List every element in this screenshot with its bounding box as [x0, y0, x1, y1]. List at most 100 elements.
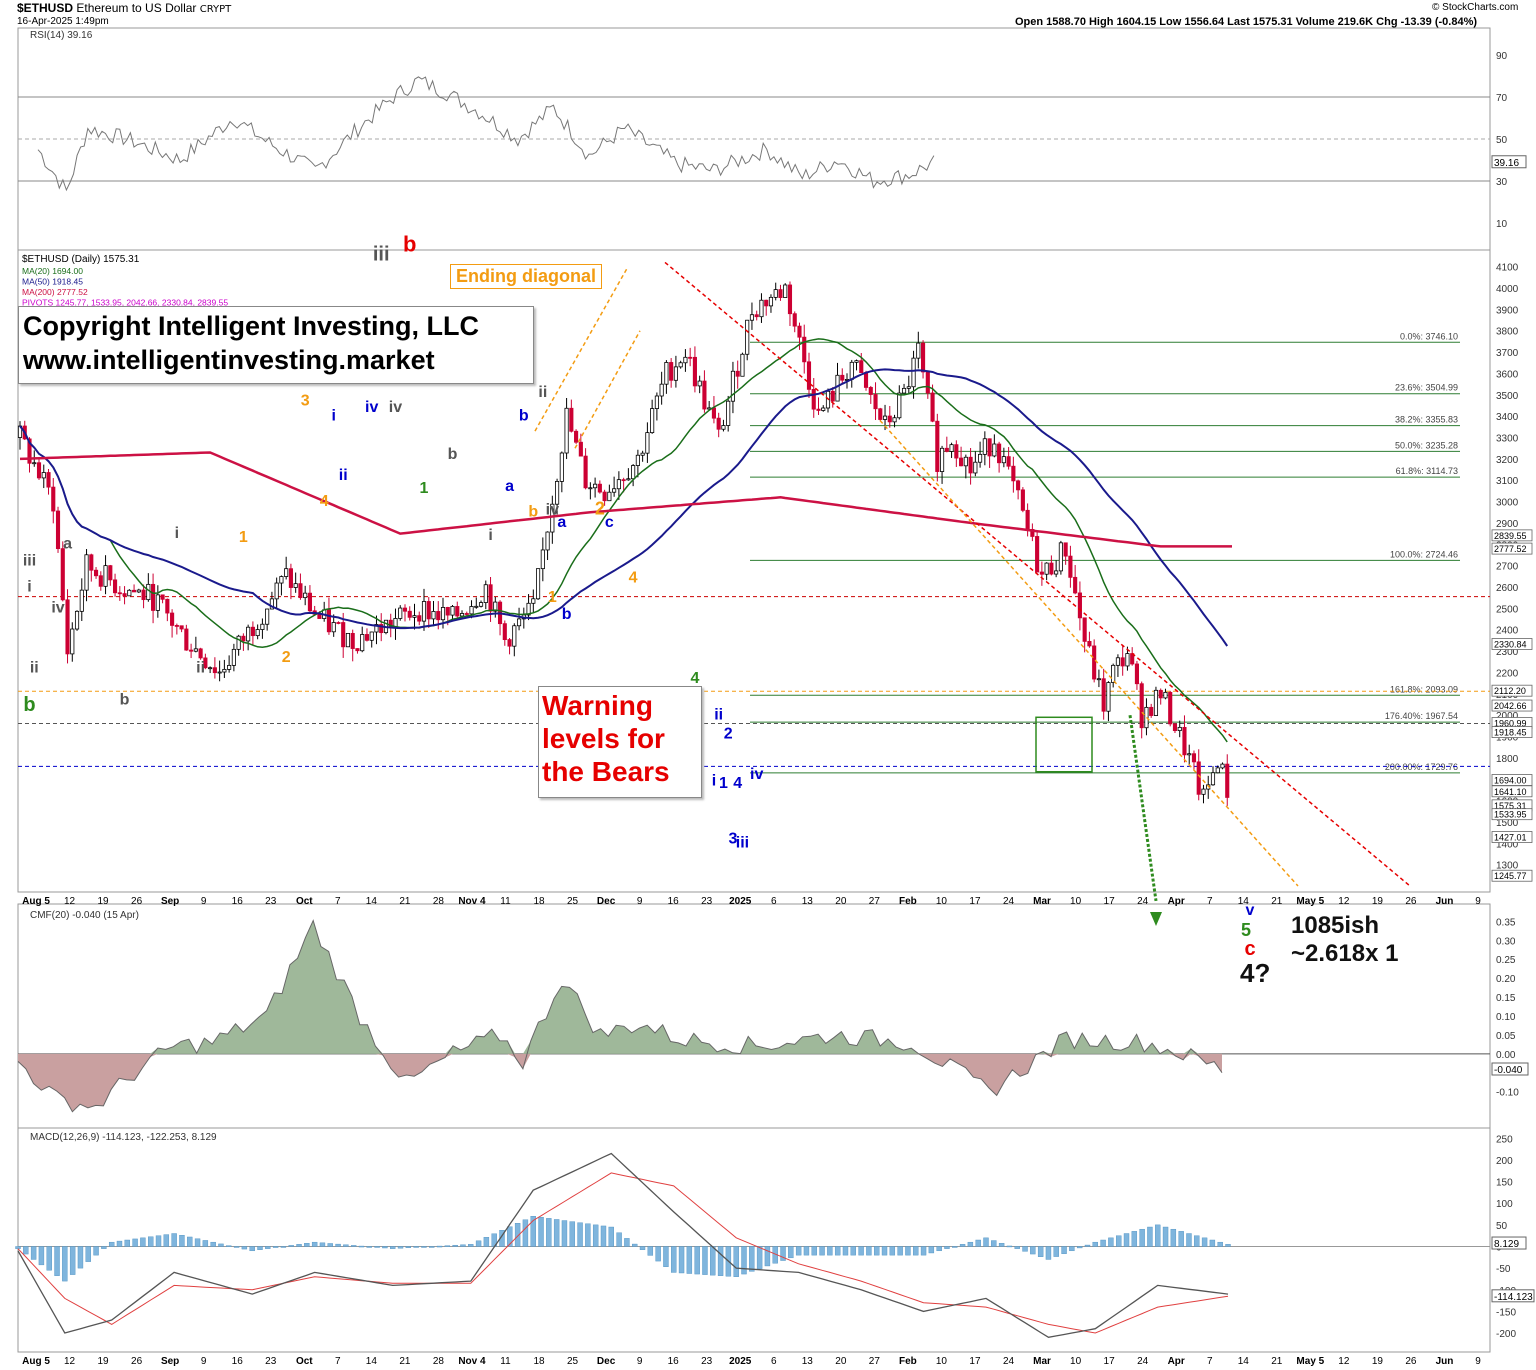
- candle-body: [488, 584, 493, 612]
- date-axis-label: 21: [399, 896, 411, 907]
- candle-body: [350, 632, 355, 649]
- candle-body: [398, 607, 403, 619]
- candle-body: [60, 548, 65, 601]
- candle-body: [246, 626, 251, 642]
- fib-label: 161.8%: 2093.09: [1390, 684, 1458, 694]
- wave-label: ii: [538, 384, 547, 401]
- panel-frame-macd: [17, 1127, 1491, 1353]
- candle-body: [935, 420, 940, 472]
- candle-body: [1077, 592, 1082, 619]
- macd-hist-bar: [553, 1219, 560, 1247]
- macd-hist-bar: [944, 1246, 950, 1249]
- date-axis-label: 17: [969, 896, 981, 907]
- macd-hist-bar: [608, 1226, 614, 1247]
- candle-body: [151, 583, 156, 611]
- candle-body: [436, 611, 441, 621]
- candle-body: [317, 613, 322, 619]
- price-right-box: [1491, 726, 1533, 738]
- candle-body: [1201, 788, 1206, 795]
- candle-body: [469, 606, 474, 615]
- candle-body: [645, 432, 650, 454]
- macd-hist-bar: [179, 1235, 185, 1247]
- price-tick-label: 3000: [1496, 498, 1519, 509]
- candle-body: [236, 635, 241, 650]
- candle-body: [1215, 767, 1220, 774]
- rsi-title: RSI(14) 39.16: [30, 30, 93, 41]
- macd-hist-bar: [897, 1246, 903, 1256]
- wave-label: i: [331, 407, 335, 424]
- candle-body: [911, 357, 916, 388]
- candle-body: [274, 582, 279, 600]
- wave-label: 1: [719, 775, 728, 792]
- candle-body: [821, 407, 826, 411]
- date-axis-label: 24: [1003, 896, 1015, 907]
- candle-body: [127, 589, 132, 597]
- date-axis-label: 10: [936, 896, 948, 907]
- date-axis-label: 19: [98, 1356, 110, 1367]
- macd-hist-bar: [624, 1238, 630, 1247]
- candle-body: [65, 599, 70, 655]
- candle-body: [412, 615, 417, 618]
- candle-body: [754, 314, 759, 318]
- date-axis-label: 17: [1104, 896, 1116, 907]
- candle-body: [255, 629, 260, 637]
- candle-body: [407, 610, 412, 618]
- date-axis-label: 20: [835, 896, 847, 907]
- price-tick-label: 2000: [1496, 711, 1519, 722]
- price-tick-label: 3800: [1496, 327, 1519, 338]
- macd-hist-bar: [991, 1240, 997, 1247]
- candle-body: [840, 374, 845, 381]
- watermark: © StockCharts.com: [1432, 2, 1519, 13]
- macd-hist-bar: [1069, 1246, 1075, 1252]
- wave-label: 3: [301, 392, 310, 409]
- macd-hist-bar: [1084, 1244, 1091, 1247]
- macd-hist-bar: [827, 1246, 833, 1256]
- candle-body: [849, 361, 854, 380]
- wave-label: iv: [389, 399, 402, 416]
- macd-hist-bar: [592, 1224, 599, 1247]
- price-right-label: 2112.20: [1494, 686, 1526, 696]
- candle-body: [550, 503, 555, 533]
- cmf-tick-label: 0.30: [1496, 936, 1516, 947]
- candle-body: [854, 360, 859, 363]
- candle-body: [735, 370, 740, 377]
- fib-label: 50.0%: 3235.28: [1395, 440, 1458, 450]
- macd-hist-bar: [1045, 1246, 1052, 1260]
- candle-body: [345, 632, 351, 648]
- candle-body: [1187, 753, 1192, 756]
- macd-hist-bar: [226, 1245, 232, 1247]
- price-tick-label: 1900: [1496, 733, 1519, 744]
- date-axis-label: 25: [567, 896, 579, 907]
- macd-hist-bar: [171, 1233, 177, 1247]
- date-axis-label: 27: [869, 1356, 881, 1367]
- candle-body: [669, 362, 674, 381]
- cmf-title: CMF(20) -0.040 (15 Apr): [30, 910, 139, 921]
- candle-body: [231, 648, 236, 666]
- date-axis-label: 7: [335, 1356, 341, 1367]
- macd-hist-bar: [998, 1243, 1005, 1247]
- candle-body: [868, 387, 873, 395]
- date-axis-label: 28: [433, 896, 445, 907]
- red-trendline: [664, 261, 1411, 887]
- price-tick-label: 3400: [1496, 412, 1519, 423]
- price-right-label: 1427.01: [1494, 833, 1527, 843]
- candle-body: [55, 510, 61, 550]
- macd-hist-bar: [366, 1246, 372, 1248]
- wave-label: 2: [282, 649, 291, 666]
- candle-body: [987, 438, 992, 457]
- header-datetime: 16-Apr-2025 1:49pm: [17, 16, 109, 27]
- macd-hist-bar: [819, 1246, 825, 1256]
- price-tick-label: 3300: [1496, 434, 1519, 445]
- candle-body: [716, 417, 721, 430]
- price-right-box: [1491, 869, 1533, 882]
- macd-tick-label: 150: [1496, 1178, 1513, 1189]
- candle-body: [1082, 617, 1087, 642]
- macd-hist-bar: [530, 1216, 536, 1247]
- candle-body: [1220, 763, 1225, 769]
- wave-label: iii: [23, 553, 36, 570]
- macd-hist-bar: [1178, 1231, 1184, 1247]
- date-axis-label: 6: [771, 896, 777, 907]
- date-axis-label: 17: [969, 1356, 981, 1367]
- wave-label: a: [557, 514, 566, 531]
- price-right-box: [1491, 785, 1533, 798]
